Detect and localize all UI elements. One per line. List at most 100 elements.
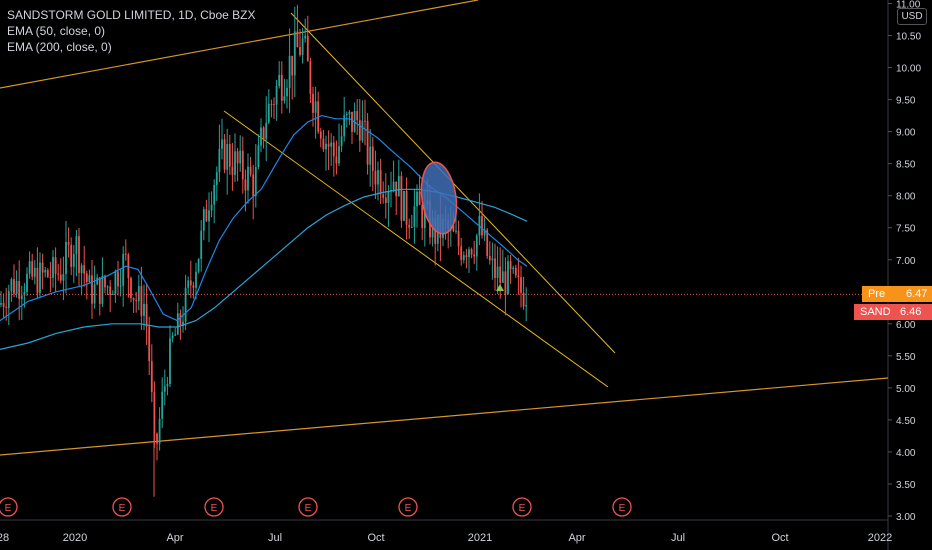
signal-triangle	[496, 284, 504, 291]
candle-body	[148, 326, 151, 362]
candle-body	[176, 313, 179, 335]
candle-body	[358, 120, 361, 141]
earnings-marker-label: E	[305, 503, 312, 514]
candle-body	[403, 191, 405, 221]
y-tick-label: 7.50	[896, 224, 916, 235]
candle-body	[109, 286, 112, 295]
candle-body	[520, 277, 522, 293]
channel-upper-line	[0, 0, 479, 89]
candle-body	[392, 181, 395, 190]
candle-body	[18, 281, 21, 299]
candle-body	[483, 229, 486, 236]
x-tick-label: Apr	[166, 532, 183, 544]
candle-body	[228, 144, 231, 167]
candle-body	[293, 31, 296, 76]
candle-body	[374, 170, 377, 185]
candle-body	[304, 35, 307, 39]
candle-body	[166, 384, 169, 387]
candle-body	[397, 175, 400, 197]
candle-body	[174, 334, 177, 336]
candle-body	[379, 170, 382, 195]
x-tick-label: 2020	[63, 532, 87, 544]
candle-body	[223, 139, 226, 170]
candle-body	[85, 273, 88, 282]
candle-body	[26, 273, 28, 293]
candle-body	[501, 271, 504, 283]
candle-body	[202, 209, 205, 231]
candle-body	[288, 55, 291, 88]
candle-body	[405, 191, 408, 225]
candle-body	[364, 120, 366, 122]
candle-body	[499, 266, 502, 283]
candle-body	[143, 303, 145, 316]
y-tick-label: 4.50	[896, 416, 916, 427]
earnings-marker-circle	[0, 497, 18, 517]
x-tick-label: Oct	[367, 532, 384, 544]
candle-body	[104, 275, 106, 288]
candle-body	[114, 271, 117, 294]
candle-body	[7, 290, 10, 308]
candle-body	[130, 278, 132, 299]
candle-body	[234, 151, 236, 175]
y-tick-label: 10.00	[896, 64, 921, 75]
candle-body	[270, 103, 273, 105]
candle-body	[239, 150, 242, 164]
candle-body	[465, 255, 468, 258]
y-tick-label: 6.00	[896, 320, 916, 331]
earnings-marker: E	[204, 497, 224, 517]
candle-body	[78, 236, 80, 273]
candle-body	[101, 275, 104, 304]
candle-body	[182, 321, 184, 327]
candle-body	[132, 298, 135, 300]
candle-body	[504, 271, 507, 294]
candle-body	[169, 338, 171, 385]
candle-body	[111, 293, 114, 295]
candle-body	[522, 292, 525, 307]
candle-body	[200, 230, 203, 259]
earnings-marker: E	[612, 497, 632, 517]
last-price-badge: SAND 6.46	[854, 304, 932, 321]
candle-body	[387, 191, 390, 204]
candle-body	[351, 111, 353, 132]
candle-body	[213, 185, 216, 205]
candle-body	[254, 167, 257, 197]
candle-body	[179, 313, 182, 327]
candle-body	[33, 267, 36, 277]
candle-body	[468, 249, 470, 258]
candle-body	[257, 145, 260, 168]
candle-body	[273, 104, 275, 106]
candle-body	[462, 255, 465, 260]
candle-body	[283, 96, 286, 101]
candle-body	[137, 286, 140, 302]
candle-body	[410, 226, 413, 228]
candle-body	[62, 273, 65, 281]
x-tick-label: 2022	[868, 532, 892, 544]
candle-body	[192, 285, 195, 288]
candle-body	[481, 215, 483, 236]
candle-body	[408, 224, 411, 228]
currency-badge[interactable]: USD	[897, 8, 927, 25]
candle-body	[158, 418, 161, 444]
candle-body	[345, 114, 348, 116]
candle-body	[325, 143, 327, 150]
candle-body	[296, 31, 299, 47]
candle-body	[299, 46, 301, 55]
candle-body	[119, 285, 122, 287]
candle-body	[67, 242, 70, 245]
candle-body	[5, 306, 8, 308]
candle-body	[457, 230, 460, 247]
earnings-marker: E	[112, 497, 132, 517]
candle-body	[124, 253, 127, 255]
candle-body	[249, 166, 252, 175]
candle-body	[70, 244, 73, 267]
candle-body	[361, 120, 364, 141]
candle-body	[91, 275, 93, 304]
candle-body	[343, 115, 346, 137]
earnings-marker-circle	[112, 497, 132, 517]
candle-body	[327, 143, 330, 147]
candle-body	[507, 261, 509, 294]
candle-body	[135, 299, 138, 302]
earnings-marker-circle	[612, 497, 632, 517]
candle-body	[319, 131, 322, 139]
